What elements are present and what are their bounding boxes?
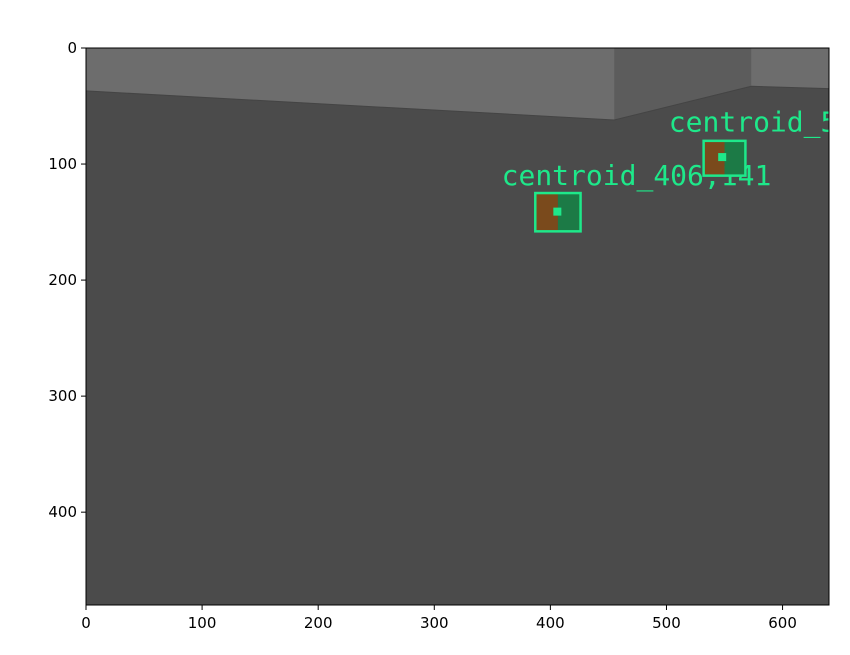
x-tick-label: 200	[304, 614, 333, 632]
x-tick-label: 600	[768, 614, 797, 632]
y-tick-label: 0	[67, 39, 77, 57]
y-tick-label: 400	[48, 503, 77, 521]
x-tick-label: 100	[188, 614, 217, 632]
block-right-face	[724, 140, 746, 176]
x-tick-label: 300	[420, 614, 449, 632]
axes-frame	[85, 47, 830, 606]
y-tick-label: 100	[48, 155, 77, 173]
block-left-face	[703, 140, 725, 176]
centroid-marker	[718, 153, 727, 162]
y-tick-label: 200	[48, 271, 77, 289]
detection-2: centroid_5	[669, 106, 838, 177]
bounding-box	[702, 139, 747, 177]
block-left-face	[535, 193, 558, 232]
detection-label: centroid_5	[669, 106, 838, 140]
x-axis: 0 100 200 300 400 500 600	[81, 605, 797, 632]
x-tick-label: 400	[536, 614, 565, 632]
block-right-face	[557, 193, 581, 232]
x-tick-label: 0	[81, 614, 91, 632]
wall-floor-edge	[86, 85, 829, 121]
wall-corner-face	[614, 48, 752, 120]
bounding-box	[534, 191, 582, 233]
y-tick-label: 300	[48, 387, 77, 405]
x-tick-label: 500	[652, 614, 681, 632]
centroid-marker	[553, 207, 562, 216]
y-axis: 0 100 200 300 400	[48, 39, 86, 521]
